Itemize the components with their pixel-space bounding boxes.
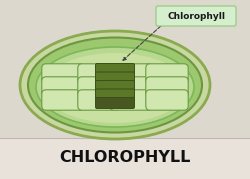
FancyBboxPatch shape	[0, 138, 250, 179]
FancyBboxPatch shape	[78, 90, 120, 110]
FancyBboxPatch shape	[78, 77, 120, 97]
FancyBboxPatch shape	[42, 90, 84, 110]
Ellipse shape	[20, 31, 210, 139]
FancyBboxPatch shape	[96, 81, 134, 91]
FancyBboxPatch shape	[96, 89, 134, 100]
Ellipse shape	[43, 53, 187, 123]
FancyBboxPatch shape	[146, 64, 188, 84]
FancyBboxPatch shape	[110, 90, 152, 110]
Ellipse shape	[28, 37, 202, 132]
FancyBboxPatch shape	[110, 64, 152, 84]
Text: CHLOROPHYLL: CHLOROPHYLL	[59, 151, 191, 166]
FancyBboxPatch shape	[96, 72, 134, 83]
FancyBboxPatch shape	[42, 64, 84, 84]
FancyBboxPatch shape	[110, 77, 152, 97]
FancyBboxPatch shape	[146, 77, 188, 97]
FancyBboxPatch shape	[96, 64, 134, 74]
FancyBboxPatch shape	[96, 98, 134, 108]
Ellipse shape	[36, 47, 194, 127]
FancyBboxPatch shape	[78, 64, 120, 84]
Text: Chlorophyll: Chlorophyll	[167, 11, 225, 21]
FancyBboxPatch shape	[146, 90, 188, 110]
FancyBboxPatch shape	[156, 6, 236, 26]
FancyBboxPatch shape	[42, 77, 84, 97]
